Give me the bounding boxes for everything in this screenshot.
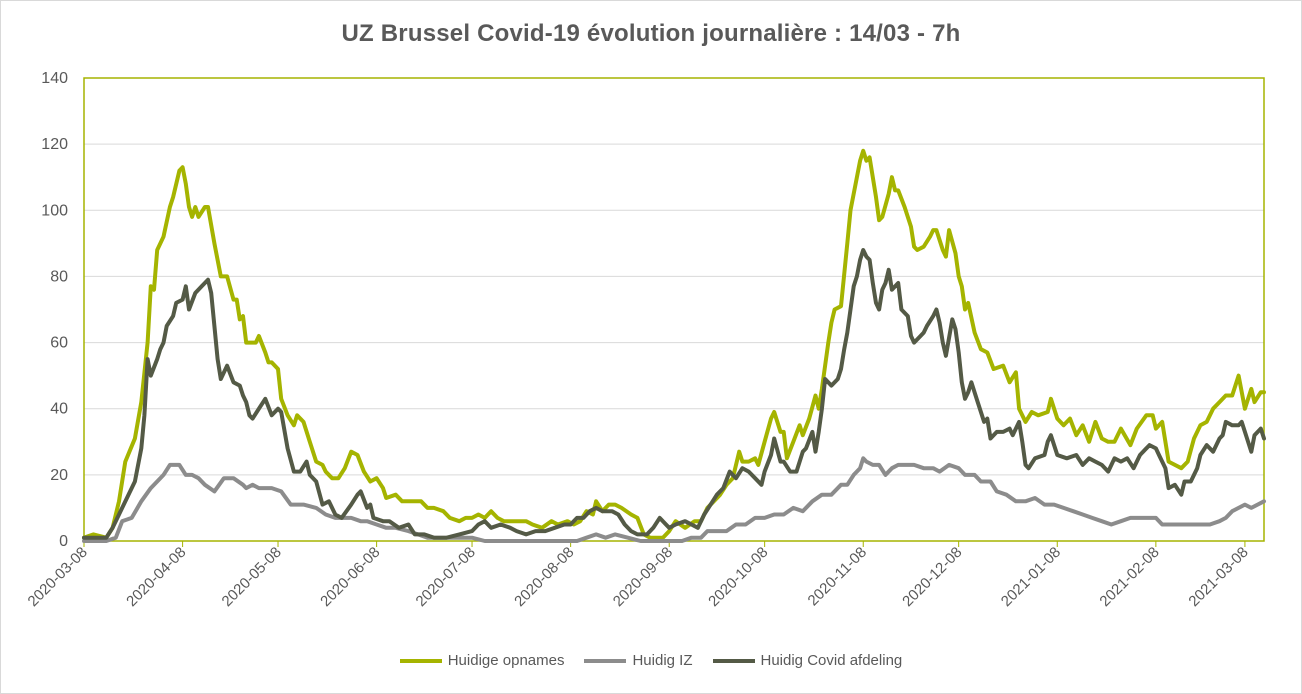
gridlines [84, 143, 1264, 476]
y-tick-label: 60 [50, 335, 68, 352]
x-tick-label: 2020-11-08 [805, 544, 870, 609]
x-tick-label: 2020-05-08 [219, 544, 285, 610]
legend-item: Huidig Covid afdeling [712, 652, 903, 669]
legend-label: Huidige opnames [447, 652, 565, 669]
series-line-3 [82, 248, 1266, 540]
y-tick-label: 140 [41, 70, 68, 87]
legend-swatch [399, 658, 442, 663]
series-line-2 [82, 456, 1266, 543]
x-tick-label: 2020-06-08 [317, 544, 383, 610]
x-tick-label: 2020-03-08 [25, 544, 91, 610]
y-tick-label: 120 [41, 136, 68, 153]
legend-item: Huidig IZ [584, 652, 693, 669]
legend-swatch [712, 658, 755, 663]
series-lines [82, 148, 1266, 543]
legend-label: Huidig IZ [632, 652, 693, 669]
x-axis: 2020-03-08 2020-04-08 2020-05-08 2020-06-08… [25, 541, 1252, 610]
legend-label: Huidig Covid afdeling [760, 652, 903, 669]
legend-swatch [584, 658, 627, 663]
x-tick-label: 2020-12-08 [899, 544, 965, 610]
x-tick-label: 2020-10-08 [705, 544, 771, 610]
legend: Huidige opnames Huidig IZ Huidig Covid afd… [0, 652, 1302, 669]
x-tick-label: 2021-01-08 [998, 544, 1064, 610]
plot-border [83, 77, 1265, 542]
x-tick-label: 2020-07-08 [413, 544, 479, 610]
x-tick-label: 2021-02-08 [1096, 544, 1162, 610]
legend-item: Huidige opnames [399, 652, 565, 669]
y-tick-label: 20 [50, 467, 68, 484]
y-tick-label: 0 [59, 533, 68, 550]
x-tick-label: 2020-04-08 [123, 544, 189, 610]
x-tick-label: 2021-03-08 [1185, 544, 1251, 610]
y-tick-label: 100 [41, 202, 68, 219]
y-tick-label: 80 [50, 268, 68, 285]
y-tick-label: 40 [50, 401, 68, 418]
y-axis: 0 20 40 60 80 100 120 140 [41, 70, 68, 550]
chart-title: UZ Brussel Covid-19 évolution journalièr… [341, 20, 961, 47]
x-tick-label: 2020-08-08 [511, 544, 577, 610]
x-tick-label: 2020-09-08 [610, 544, 676, 610]
series-line-1 [82, 148, 1266, 540]
